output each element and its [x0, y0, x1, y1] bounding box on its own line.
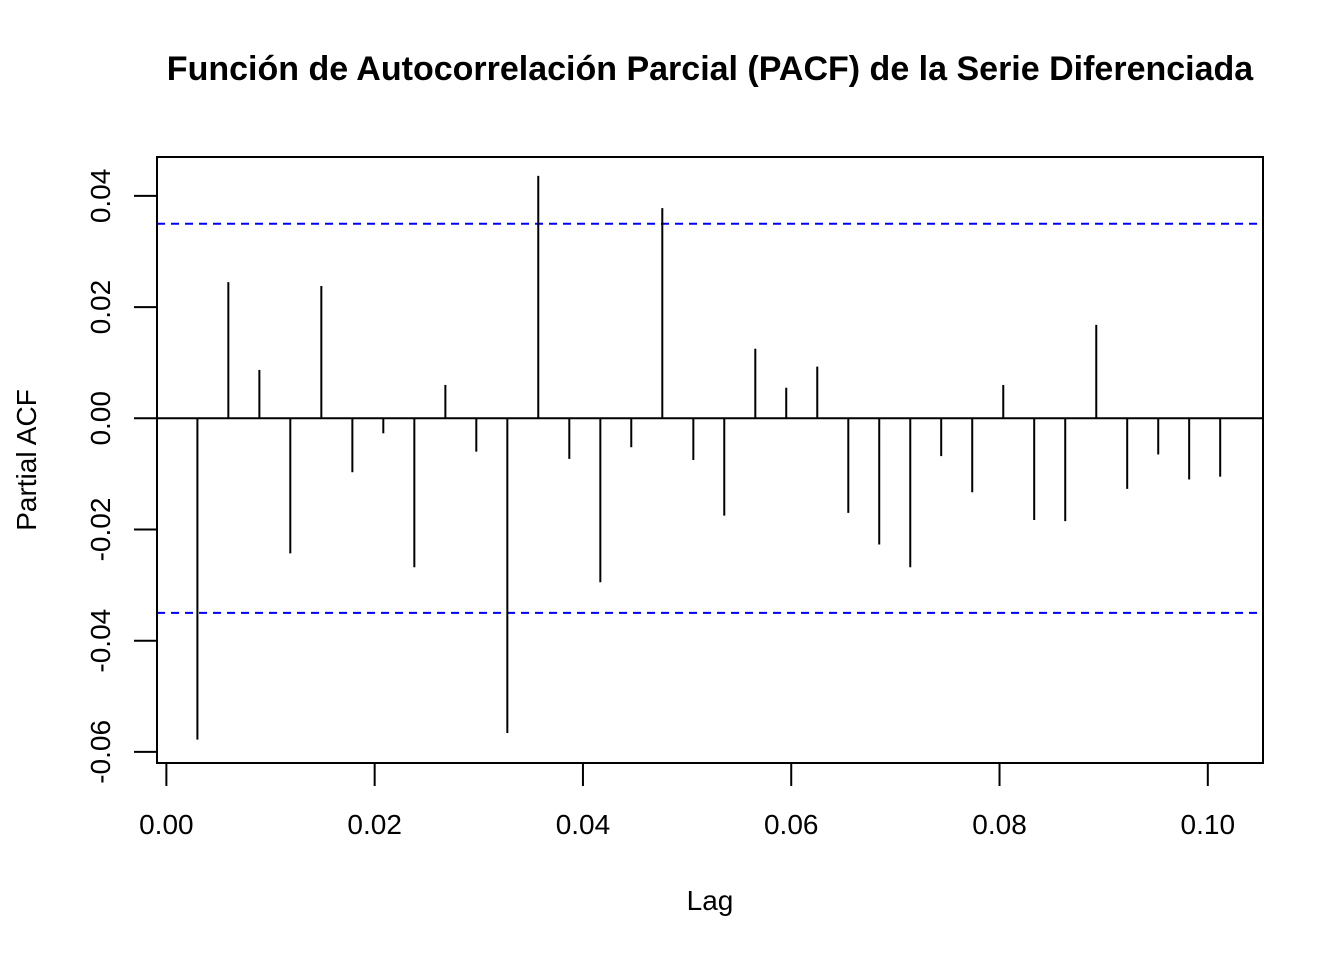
plot-frame [156, 156, 1264, 764]
y-tick-label: -0.02 [85, 498, 116, 562]
x-axis: 0.00 0.02 0.04 0.06 0.08 0.10 [139, 762, 1236, 840]
y-tick-label: -0.06 [85, 720, 116, 784]
y-tick-label: -0.04 [85, 609, 116, 673]
y-tick-label: 0.04 [85, 169, 116, 224]
x-tick-label: 0.10 [1181, 809, 1236, 840]
x-axis-label: Lag [687, 885, 734, 916]
confidence-bounds [157, 222, 1263, 614]
y-tick-label: 0.00 [85, 391, 116, 446]
x-tick-label: 0.08 [972, 809, 1027, 840]
x-tick-label: 0.06 [764, 809, 819, 840]
x-tick-label: 0.02 [347, 809, 402, 840]
x-tick-label: 0.00 [139, 809, 194, 840]
y-axis: -0.06 -0.04 -0.02 0.00 0.02 0.04 [85, 169, 158, 784]
x-tick-label: 0.04 [556, 809, 611, 840]
chart-title: Función de Autocorrelación Parcial (PACF… [167, 50, 1254, 88]
y-tick-label: 0.02 [85, 280, 116, 335]
y-axis-label: Partial ACF [11, 389, 42, 531]
pacf-bars [196, 175, 1222, 740]
